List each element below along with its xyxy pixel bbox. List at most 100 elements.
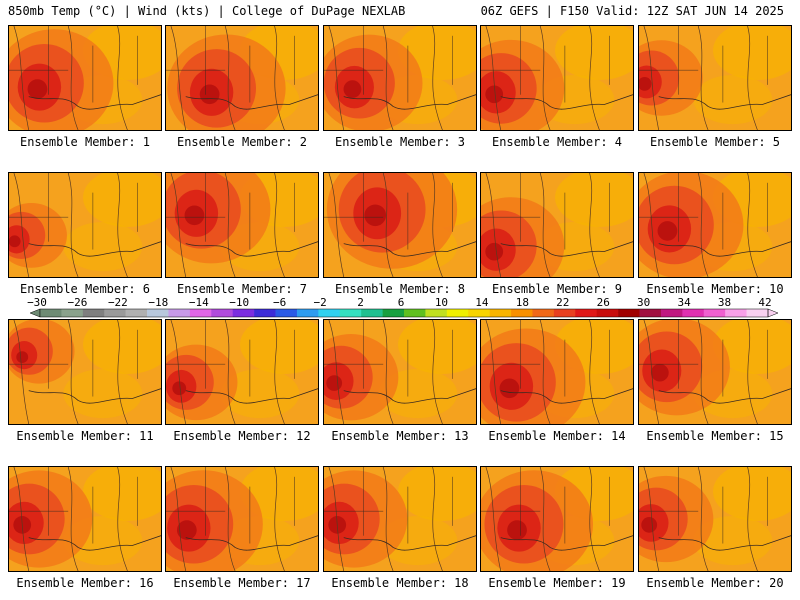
ensemble-map-panel bbox=[480, 466, 634, 572]
colorbar-swatch bbox=[189, 309, 212, 317]
colorbar-swatch bbox=[425, 309, 448, 317]
ensemble-map-panel bbox=[480, 25, 634, 131]
colorbar-tick-label: 18 bbox=[515, 296, 529, 309]
ensemble-member-label: Ensemble Member: 6 bbox=[19, 282, 151, 296]
colorbar-outline bbox=[39, 308, 769, 318]
colorbar-swatch bbox=[553, 309, 576, 317]
colorbar-swatch bbox=[82, 309, 105, 317]
colorbar-tick-label: 42 bbox=[758, 296, 772, 309]
ensemble-map-panel bbox=[8, 466, 162, 572]
ensemble-map-panel bbox=[165, 319, 319, 425]
colorbar-swatch bbox=[361, 309, 383, 317]
colorbar-tick-label: 22 bbox=[556, 296, 570, 309]
colorbar-tick-label: 6 bbox=[397, 296, 405, 309]
ensemble-map-panel bbox=[323, 319, 477, 425]
temperature-field-map bbox=[481, 26, 633, 130]
ensemble-member-label: Ensemble Member: 10 bbox=[646, 282, 784, 296]
colorbar-tick-label: 30 bbox=[637, 296, 651, 309]
ensemble-member-label: Ensemble Member: 17 bbox=[173, 576, 311, 590]
colorbar-swatch bbox=[404, 309, 426, 317]
colorbar-swatch bbox=[254, 309, 276, 317]
colorbar-swatch bbox=[575, 309, 598, 317]
ensemble-member-label: Ensemble Member: 4 bbox=[491, 135, 623, 149]
ensemble-map-panel bbox=[323, 25, 477, 131]
colorbar-swatch bbox=[639, 309, 662, 317]
colorbar-swatch bbox=[489, 309, 512, 317]
header-title: 850mb Temp (°C) | Wind (kts) | College o… bbox=[8, 4, 406, 18]
ensemble-map-panel bbox=[480, 319, 634, 425]
ensemble-map-panel bbox=[480, 172, 634, 278]
colorbar-swatch bbox=[618, 309, 640, 317]
colorbar-swatch bbox=[660, 309, 683, 317]
colorbar-swatch bbox=[382, 309, 405, 317]
colorbar-tick-label: −18 bbox=[148, 296, 169, 309]
ensemble-member-label: Ensemble Member: 2 bbox=[176, 135, 308, 149]
ensemble-member-label: Ensemble Member: 15 bbox=[646, 429, 784, 443]
temperature-field-map bbox=[166, 320, 318, 424]
colorbar-swatch bbox=[232, 309, 255, 317]
temperature-field-map bbox=[9, 26, 161, 130]
colorbar-tick-label: −26 bbox=[67, 296, 88, 309]
ensemble-member-label: Ensemble Member: 1 bbox=[19, 135, 151, 149]
ensemble-member-label: Ensemble Member: 20 bbox=[646, 576, 784, 590]
colorbar-swatch bbox=[339, 309, 362, 317]
colorbar-tick-label: 26 bbox=[596, 296, 610, 309]
ensemble-map-panel bbox=[638, 25, 792, 131]
ensemble-map-panel bbox=[638, 466, 792, 572]
ensemble-map-panel bbox=[165, 25, 319, 131]
temperature-field-map bbox=[639, 320, 791, 424]
temperature-field-map bbox=[481, 173, 633, 277]
ensemble-member-label: Ensemble Member: 7 bbox=[176, 282, 308, 296]
ensemble-member-label: Ensemble Member: 19 bbox=[488, 576, 626, 590]
colorbar-min-arrow bbox=[29, 308, 41, 318]
ensemble-map-panel bbox=[165, 172, 319, 278]
ensemble-member-label: Ensemble Member: 9 bbox=[491, 282, 623, 296]
ensemble-member-label: Ensemble Member: 12 bbox=[173, 429, 311, 443]
temperature-field-map bbox=[166, 467, 318, 571]
temperature-field-map bbox=[324, 467, 476, 571]
colorbar-swatch bbox=[318, 309, 341, 317]
temperature-field-map bbox=[324, 173, 476, 277]
temperature-field-map bbox=[481, 467, 633, 571]
colorbar-max-arrow bbox=[767, 308, 779, 318]
temperature-field-map bbox=[639, 173, 791, 277]
temperature-field-map bbox=[481, 320, 633, 424]
ensemble-member-label: Ensemble Member: 18 bbox=[331, 576, 469, 590]
temperature-field-map bbox=[324, 26, 476, 130]
colorbar-tick-label: −22 bbox=[107, 296, 128, 309]
temperature-field-map bbox=[9, 320, 161, 424]
ensemble-member-label: Ensemble Member: 16 bbox=[16, 576, 154, 590]
temperature-field-map bbox=[166, 173, 318, 277]
colorbar-swatch bbox=[168, 309, 191, 317]
colorbar-swatch bbox=[40, 309, 62, 317]
colorbar-tick-label: 14 bbox=[475, 296, 489, 309]
ensemble-map-panel bbox=[165, 466, 319, 572]
colorbar-swatch bbox=[725, 309, 747, 317]
colorbar-tick-label: −6 bbox=[273, 296, 287, 309]
colorbar-swatch bbox=[147, 309, 169, 317]
colorbar-swatch bbox=[511, 309, 533, 317]
colorbar-tick-label: −14 bbox=[188, 296, 209, 309]
temperature-field-map bbox=[9, 467, 161, 571]
colorbar-swatch bbox=[61, 309, 84, 317]
colorbar-swatch bbox=[682, 309, 705, 317]
ensemble-member-label: Ensemble Member: 14 bbox=[488, 429, 626, 443]
ensemble-member-label: Ensemble Member: 8 bbox=[334, 282, 466, 296]
colorbar-swatch bbox=[446, 309, 469, 317]
temperature-field-map bbox=[324, 320, 476, 424]
ensemble-map-panel bbox=[8, 172, 162, 278]
ensemble-member-label: Ensemble Member: 3 bbox=[334, 135, 466, 149]
colorbar-swatch bbox=[275, 309, 298, 317]
temperature-field-map bbox=[639, 467, 791, 571]
colorbar-swatch bbox=[532, 309, 555, 317]
colorbar-swatch bbox=[468, 309, 490, 317]
temperature-field-map bbox=[166, 26, 318, 130]
header-run-info: 06Z GEFS | F150 Valid: 12Z SAT JUN 14 20… bbox=[480, 4, 784, 18]
ensemble-map-panel bbox=[8, 319, 162, 425]
colorbar-tick-label: −30 bbox=[27, 296, 47, 309]
ensemble-map-panel bbox=[323, 172, 477, 278]
colorbar-tick-label: 10 bbox=[434, 296, 449, 309]
ensemble-map-panel bbox=[638, 172, 792, 278]
colorbar-swatch bbox=[211, 309, 234, 317]
ensemble-member-label: Ensemble Member: 5 bbox=[649, 135, 781, 149]
